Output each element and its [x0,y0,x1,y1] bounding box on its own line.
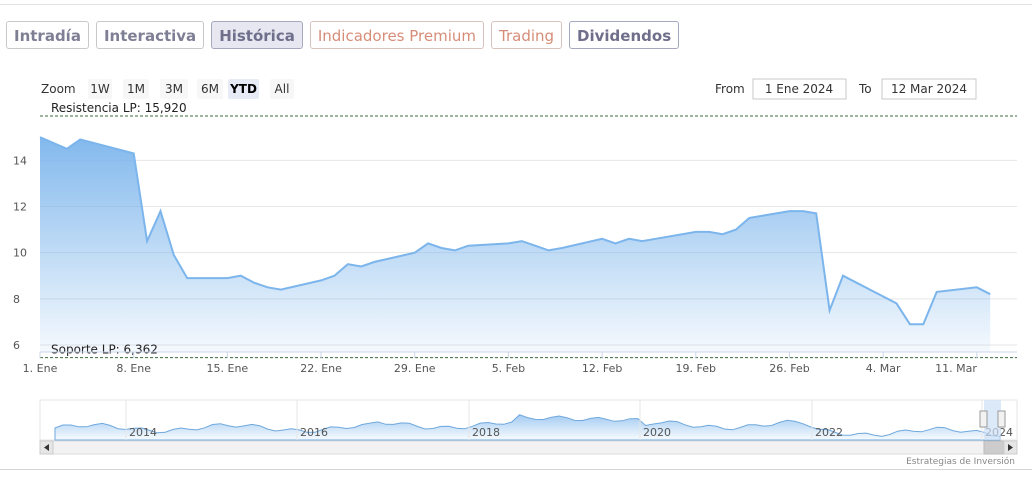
zoom-button-all[interactable] [270,79,294,99]
tab-dividendos[interactable]: Dividendos [569,21,680,49]
navigator-selection[interactable] [984,400,1001,440]
zoom-button-label[interactable]: All [275,82,290,96]
to-date-input[interactable]: 12 Mar 2024 [891,82,967,96]
zoom-button-1w[interactable] [88,79,112,99]
price-area [40,137,991,352]
y-tick-label: 6 [13,339,20,352]
tab-historica[interactable]: Histórica [211,21,303,49]
from-label: From [715,82,745,96]
arrow-left-icon [44,444,49,451]
scrollbar-track[interactable] [39,440,1018,455]
resistance-label: Resistencia LP: 15,920 [51,101,187,115]
y-tick-label: 8 [13,293,20,306]
x-tick-label: 19. Feb [676,362,716,375]
x-tick-label: 8. Ene [116,362,151,375]
zoom-button-label[interactable]: 1M [127,82,145,96]
navigator-year-label: 2016 [300,426,328,439]
zoom-buttons: 1W 1M 3M 6M YTD All [88,79,294,99]
zoom-button-label[interactable]: YTD [229,82,257,96]
tab-interactiva[interactable]: Interactiva [95,21,205,49]
x-tick-label: 26. Feb [769,362,809,375]
y-tick-label: 12 [13,200,27,213]
y-tick-label: 10 [13,247,27,260]
zoom-button-label[interactable]: 6M [201,82,219,96]
navigator-year-label: 2018 [472,426,500,439]
navigator-handle-left[interactable] [979,410,988,428]
from-date-input-box[interactable] [752,78,847,100]
to-date-input-box[interactable] [881,78,977,100]
navigator-year-label: 2022 [815,426,843,439]
zoom-button-6m[interactable] [197,79,223,99]
navigator-year-label: 2014 [129,426,157,439]
bottom-divider [0,469,1032,470]
navigator-series [54,414,1001,441]
zoom-button-label[interactable]: 1W [90,82,110,96]
y-tick-label: 14 [13,154,27,167]
scrollbar-thumb[interactable] [983,440,1005,455]
x-tick-label: 29. Ene [394,362,436,375]
x-tick-label: 22. Ene [300,362,342,375]
zoom-label: Zoom [41,82,76,96]
tab-trading[interactable]: Trading [491,21,563,49]
zoom-button-ytd[interactable] [228,79,259,99]
chart-credit: Estrategias de Inversión [906,456,1015,467]
x-tick-label: 5. Feb [492,362,525,375]
support-label: Soporte LP: 6,362 [51,343,158,357]
x-axis-ticks: 1. Ene 8. Ene 15. Ene 22. Ene 29. Ene 5. Feb 1… [23,352,978,375]
y-axis-ticks: 6 8 10 12 14 [13,154,27,352]
x-tick-label: 15. Ene [207,362,249,375]
price-series-line [39,136,991,326]
x-tick-label: 1. Ene [23,362,58,375]
zoom-button-1m[interactable] [123,79,149,99]
to-label: To [858,82,872,96]
x-tick-label: 4. Mar [866,362,901,375]
from-date-input[interactable]: 1 Ene 2024 [765,82,833,96]
x-tick-label: 12. Feb [582,362,622,375]
price-points [39,137,991,325]
zoom-button-label[interactable]: 3M [165,82,183,96]
navigator-handle-right[interactable] [997,410,1006,428]
tab-indicadores-premium[interactable]: Indicadores Premium [309,21,484,49]
arrow-right-icon [1008,444,1013,451]
top-divider [0,4,1032,5]
chart-tabs: Intradía Interactiva Histórica Indicador… [6,21,680,49]
navigator-year-label: 2020 [643,426,671,439]
zoom-button-3m[interactable] [160,79,188,99]
tab-intradia[interactable]: Intradía [6,21,89,49]
x-tick-label: 11. Mar [935,362,977,375]
